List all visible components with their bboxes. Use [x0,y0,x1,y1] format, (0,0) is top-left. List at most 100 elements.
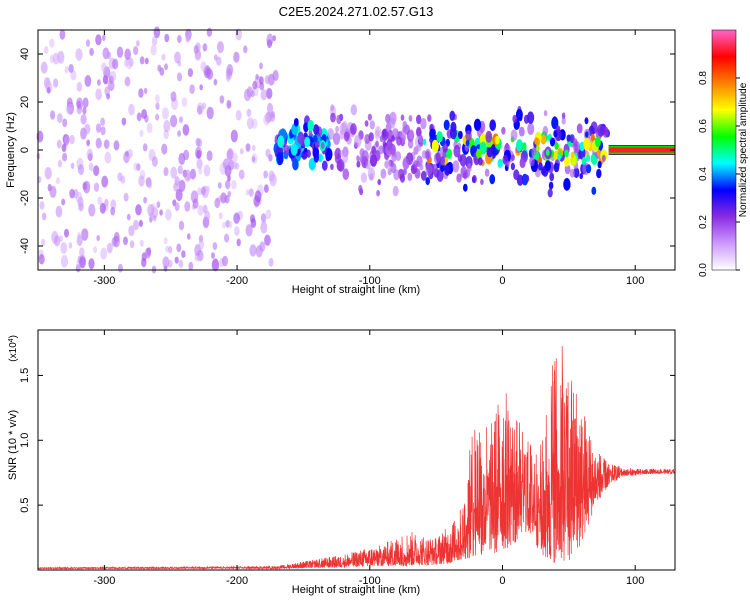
spectrogram-cell [243,88,251,102]
spectrogram-cell [213,78,218,86]
spectrogram-cell [139,56,145,65]
spectrogram-cell [518,126,525,137]
spectrogram-cell [93,182,100,192]
spectrogram-cell [359,156,364,163]
spectrogram-cell [198,167,203,175]
spectrogram-cell [216,197,220,204]
spectrogram-cell [390,162,397,174]
spectrogram-cell [104,151,112,164]
spectrogram-cell [81,228,89,241]
spectrogram-cell [313,124,320,135]
spectrogram-cell [93,165,100,177]
spectrogram-cell [402,157,410,170]
spectrogram-cell [386,141,394,155]
spectrogram-cell [378,145,384,155]
spectrogram-cell [53,235,61,247]
spectrogram-cell [143,87,148,94]
spectrogram-cell [200,186,206,196]
spectrogram-cell [521,142,527,151]
spectrogram-cell [536,145,540,152]
spectrogram-cell [356,160,361,168]
spectrogram-cell [161,53,166,61]
spectrogram-cell [238,169,245,180]
spectrogram-cell [252,144,256,152]
spectrogram-cell [182,124,190,136]
spectrogram-cell [512,114,518,123]
spectrogram-cell [184,201,191,212]
spectrogram-cell [266,102,274,114]
spectrogram-cell [350,104,357,116]
spectrogram-cell [573,138,578,147]
spectrogram-cell [330,112,336,123]
spectrogram-cell [235,110,242,121]
spectrogram-cell [219,95,225,104]
spectrogram-cell [196,149,202,159]
spectrogram-cell [163,237,168,245]
colorbar: 0.0 0.2 0.4 0.6 0.8 Normalized spectral ampl… [698,29,749,277]
spectrogram-cell [248,188,254,197]
spectrogram-cell [245,143,251,152]
spectrogram-cell [564,156,570,167]
spectrogram-cell [185,35,190,43]
spectrogram-cell [542,125,549,136]
spectrogram-cell [101,62,107,72]
spectrogram-cell [139,239,144,247]
spectrogram-cell [341,121,348,133]
spectrogram-cell [597,160,602,169]
spectrogram-cell [541,167,546,176]
spectrogram-cell [143,196,148,204]
spectrogram-cell [290,143,298,156]
spectrogram-cell [420,170,427,181]
spectrogram-cell [101,175,109,188]
spectrogram-cell [88,203,96,217]
spectrogram-cell [40,61,48,74]
spectrogram-cell [391,135,395,142]
spectrogram-cell [375,125,382,137]
spectrogram-cell [95,88,102,101]
spectrogram-cell [212,258,219,271]
spectrogram-cell [419,163,423,171]
spectrogram-cell [64,66,69,74]
spectrogram-cell [396,136,402,146]
spectrogram-cell [369,173,374,181]
spectrogram-cell [77,232,82,240]
spectrogram-cell [330,104,335,112]
spectrogram-cell [516,108,523,121]
spectrogram-cell [141,257,147,268]
spectrogram-cell [175,188,183,202]
spectrogram-cell [548,181,554,190]
spectrogram-cell [150,44,157,56]
spectrogram-cell [187,68,193,78]
spectrogram-cell [583,137,591,151]
spectrogram-cell [566,134,571,142]
spectrogram-cell [84,123,91,135]
x-tick-label: -200 [226,275,248,287]
spectrogram-cell [128,103,135,116]
spectrogram-cell [137,164,141,171]
spectrogram-cell [249,244,257,257]
spectrogram-cell [576,123,583,134]
spectrogram-cell [133,162,139,171]
spectrogram-cell [156,201,161,209]
spectrogram-cell [49,38,55,48]
spectrogram-cell [236,238,241,247]
spectrogram-cell [174,202,180,212]
spectrogram-cell [174,51,181,64]
spectrogram-cell [68,242,73,249]
spectrogram-cell [350,123,357,135]
spectrogram-cell [330,163,334,170]
spectrogram-cell [543,110,548,117]
spectrogram-cell [380,168,387,179]
spectrogram-cell [523,114,530,124]
spectrogram-cell [189,84,195,94]
spectrogram-cell [77,164,85,176]
spectrogram-cell [493,148,498,156]
spectrogram-cell [385,113,391,124]
spectrogram-cell [597,123,605,137]
spectrogram-cell [61,198,66,206]
spectrogram-cell [86,139,91,147]
spectrogram-cell [408,115,413,122]
spectrogram-cell [224,233,230,243]
spectrogram-cell [255,245,263,258]
